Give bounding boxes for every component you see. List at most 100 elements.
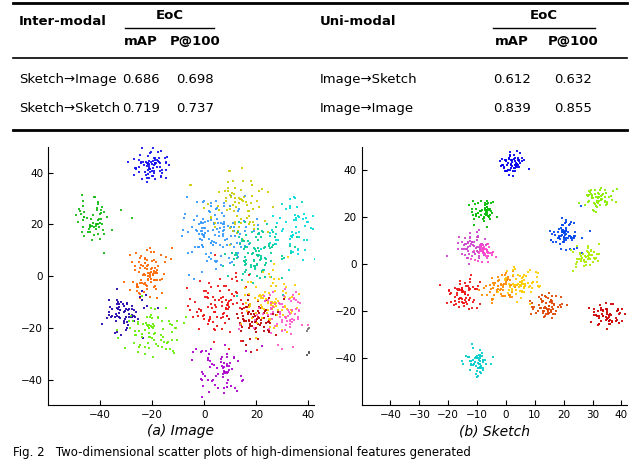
Point [458,288,468,295]
Point [508,268,518,275]
Point [476,247,486,254]
Point [268,267,278,274]
Point [127,214,138,221]
Point [244,324,254,331]
Point [127,317,138,324]
Point [255,274,265,282]
Point [487,299,497,307]
Point [568,267,578,275]
Point [152,157,162,164]
Point [232,311,242,318]
Point [595,301,605,308]
Point [164,320,175,328]
Point [255,292,265,299]
Point [123,306,133,314]
Point [152,270,162,277]
Point [314,220,324,228]
Point [561,217,572,224]
Point [515,159,525,167]
Point [565,233,575,240]
Point [315,245,325,252]
Point [476,363,486,370]
Text: P@100: P@100 [547,34,598,48]
Point [248,314,259,321]
Point [208,293,218,300]
Point [91,225,101,233]
Point [463,238,473,245]
Point [285,317,295,324]
Point [287,232,298,239]
Point [481,248,492,256]
Point [589,311,600,319]
Point [153,262,163,270]
Point [163,339,173,346]
Point [197,241,207,249]
Point [478,356,488,364]
Point [263,311,273,318]
Point [199,204,209,212]
Point [171,324,181,332]
Point [218,370,228,378]
Point [207,241,218,249]
Point [88,219,98,227]
Point [218,220,228,227]
Point [266,302,276,309]
Point [253,304,264,311]
Point [462,254,472,262]
Point [271,302,281,309]
Point [187,356,197,363]
Point [149,283,159,290]
Point [268,280,278,287]
Point [148,331,159,338]
Point [468,241,478,249]
Point [604,311,614,318]
Point [223,223,234,230]
Point [150,264,160,272]
Point [511,291,521,298]
Point [485,281,495,288]
Point [524,283,534,291]
Point [254,229,264,236]
Point [559,227,569,234]
Point [268,308,278,316]
Point [156,172,166,180]
Point [253,314,264,322]
Point [572,245,582,252]
Point [250,334,260,342]
Point [607,317,617,324]
Point [149,154,159,162]
Point [257,185,267,193]
Point [127,317,138,325]
Point [476,240,486,247]
Point [220,363,230,371]
Point [473,359,483,367]
Point [306,224,316,232]
Point [212,225,222,232]
Point [131,331,141,339]
Point [263,300,273,307]
Point [546,236,556,244]
Point [141,322,152,329]
Point [479,249,489,257]
X-axis label: (b) Sketch: (b) Sketch [459,425,530,439]
Point [474,213,484,221]
Point [274,275,284,283]
Point [202,227,212,235]
Point [141,171,151,178]
Point [591,312,601,319]
Point [582,248,593,255]
Point [587,251,597,259]
Point [264,317,275,325]
Point [260,298,271,305]
Point [135,290,145,298]
Point [461,352,471,360]
Point [466,240,476,247]
Point [245,302,255,310]
Point [505,282,515,290]
Point [558,238,568,245]
Point [300,246,310,254]
Point [249,257,259,264]
Point [544,302,554,309]
Point [547,315,557,322]
Point [291,296,301,304]
